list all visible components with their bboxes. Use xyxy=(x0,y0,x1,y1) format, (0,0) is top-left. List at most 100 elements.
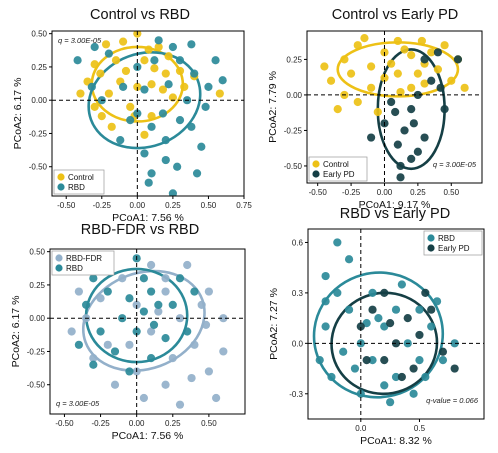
data-point xyxy=(436,83,445,92)
data-point xyxy=(421,372,430,382)
data-point xyxy=(201,320,211,329)
data-point xyxy=(409,364,418,373)
data-point xyxy=(139,307,148,316)
data-point xyxy=(119,37,128,46)
data-point xyxy=(440,105,449,114)
y-tick-label: -0.50 xyxy=(29,163,48,172)
data-point xyxy=(175,56,185,65)
data-point xyxy=(187,373,196,383)
data-point xyxy=(219,347,228,356)
data-point xyxy=(320,62,329,71)
data-point xyxy=(380,73,389,82)
data-point xyxy=(126,116,135,125)
data-point xyxy=(321,322,330,331)
data-point xyxy=(356,322,365,331)
data-point xyxy=(215,89,224,98)
data-point xyxy=(144,45,153,54)
data-point xyxy=(368,356,377,365)
y-tick-label: -0.25 xyxy=(29,129,48,138)
data-point xyxy=(90,60,99,69)
data-point xyxy=(201,102,210,111)
data-point xyxy=(340,55,349,64)
y-tick-label: -0.50 xyxy=(284,162,303,171)
data-point xyxy=(164,52,173,61)
data-point xyxy=(197,300,206,309)
legend-label: Control xyxy=(323,160,349,169)
y-tick-label: -0.50 xyxy=(27,381,46,390)
data-point xyxy=(450,364,459,373)
plot-frame xyxy=(51,30,245,197)
q-value-annotation: q-value = 0.066 xyxy=(426,396,479,405)
data-point xyxy=(107,122,116,131)
legend-label: RBD xyxy=(66,264,83,273)
data-point xyxy=(118,274,127,283)
data-point xyxy=(413,90,422,100)
data-point xyxy=(168,93,177,102)
legend-marker xyxy=(427,234,435,242)
data-point xyxy=(420,133,429,142)
y-tick-label: -0.3 xyxy=(289,390,303,399)
data-point xyxy=(396,161,405,171)
data-point xyxy=(409,389,418,398)
data-point xyxy=(413,147,422,156)
data-point xyxy=(386,398,395,407)
data-point xyxy=(421,288,430,297)
data-point xyxy=(154,300,163,309)
y-axis-label: PCoA2: 7.79 % xyxy=(267,71,279,143)
data-point xyxy=(204,82,213,91)
data-point xyxy=(219,314,228,323)
y-tick-label: 0.25 xyxy=(286,55,302,64)
data-point xyxy=(183,260,192,270)
data-point xyxy=(333,288,342,297)
data-point xyxy=(161,155,170,165)
data-point xyxy=(164,80,173,89)
legend-label: Control xyxy=(68,173,94,182)
chart-title: RBD-FDR vs RBD xyxy=(81,222,199,238)
data-point xyxy=(453,55,463,64)
y-tick-label: 0.0 xyxy=(292,339,304,348)
legend-label: RBD-FDR xyxy=(66,254,102,263)
data-point xyxy=(373,107,382,117)
data-point xyxy=(192,169,202,178)
data-point xyxy=(104,89,113,98)
data-point xyxy=(173,162,182,171)
data-point xyxy=(147,327,156,336)
data-point xyxy=(175,116,185,125)
y-tick-label: 0.00 xyxy=(29,314,45,323)
x-tick-label: 0.00 xyxy=(377,188,393,197)
y-tick-label: 0.3 xyxy=(292,289,304,298)
x-tick-label: 0.75 xyxy=(236,201,252,210)
q-value-annotation: q = 3.00E-05 xyxy=(58,36,102,45)
data-point xyxy=(111,56,121,65)
data-point xyxy=(387,97,396,107)
data-point xyxy=(87,82,96,91)
x-tick-label: -0.25 xyxy=(93,201,112,210)
data-point xyxy=(393,69,402,78)
data-point xyxy=(183,327,192,336)
data-point xyxy=(386,319,395,328)
data-point xyxy=(158,109,168,118)
data-point xyxy=(90,102,99,111)
data-point xyxy=(460,83,469,92)
data-point xyxy=(367,83,376,92)
data-point xyxy=(353,41,362,50)
data-point xyxy=(432,297,442,306)
data-point xyxy=(440,41,449,50)
data-point xyxy=(67,327,76,336)
data-point xyxy=(147,122,156,131)
data-point xyxy=(147,169,156,178)
legend-box xyxy=(51,250,115,276)
data-point xyxy=(400,126,409,135)
data-point xyxy=(350,364,360,373)
legend-marker xyxy=(55,254,63,262)
data-point xyxy=(367,133,376,142)
y-tick-label: 0.00 xyxy=(286,91,302,100)
data-point xyxy=(140,149,149,158)
data-point xyxy=(154,36,163,45)
data-point xyxy=(133,82,142,91)
q-value-annotation: q = 3.00E-05 xyxy=(56,399,100,408)
data-point xyxy=(168,354,177,363)
